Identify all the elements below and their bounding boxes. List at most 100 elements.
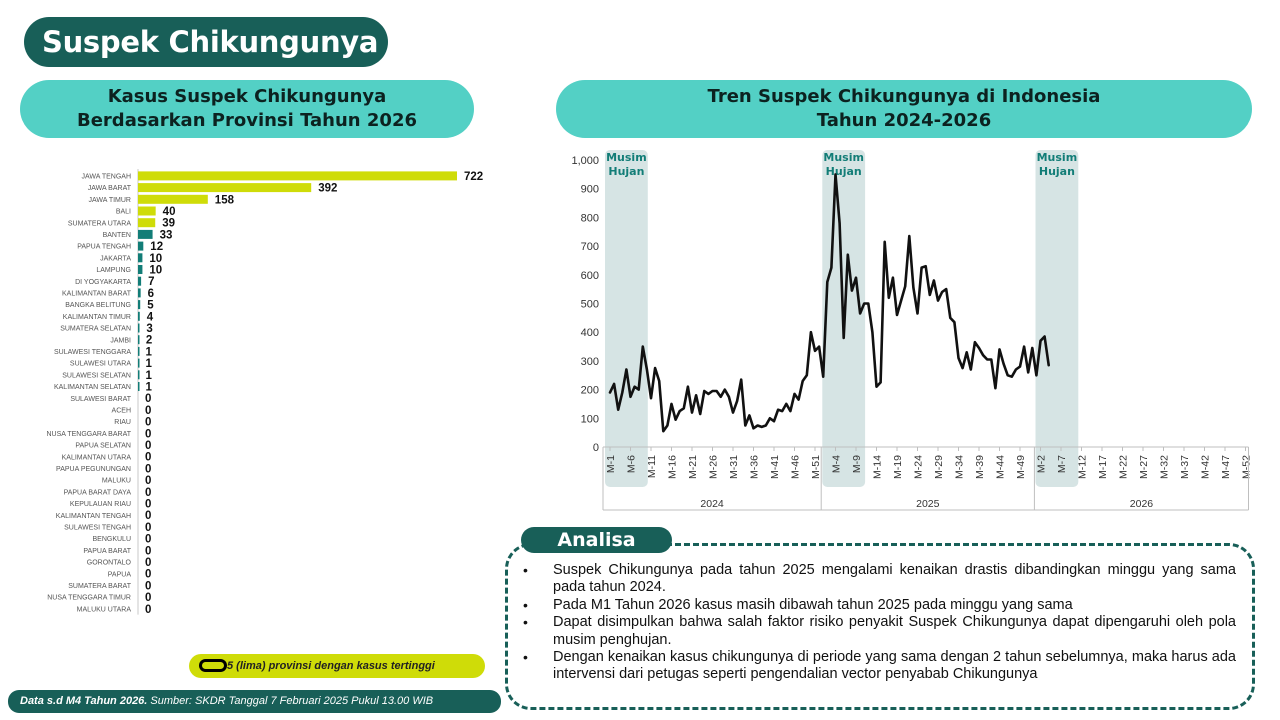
province-bar	[138, 229, 153, 239]
x-tick-label: M-11	[646, 455, 658, 478]
analysis-item: Pada M1 Tahun 2026 kasus masih dibawah t…	[522, 597, 1236, 615]
bar-value-label: 0	[145, 428, 151, 440]
y-tick-label: 800	[581, 212, 599, 224]
x-tick-label: M-1	[605, 455, 617, 473]
province-label: DI YOGYAKARTA	[75, 279, 131, 286]
bar-value-label: 5	[147, 300, 154, 312]
bar-value-label: 0	[145, 393, 151, 405]
province-bar	[138, 218, 156, 228]
bar-value-label: 40	[163, 206, 176, 218]
x-tick-label: M-51	[810, 455, 822, 479]
province-bar	[138, 358, 140, 368]
province-label: JAWA TENGAH	[81, 173, 131, 180]
y-tick-label: 600	[581, 270, 599, 282]
x-tick-label: M-49	[1015, 455, 1027, 479]
footer-source-note: Data s.d M4 Tahun 2026. Sumber: SKDR Tan…	[8, 690, 501, 713]
province-label: SUMATERA BARAT	[68, 583, 131, 590]
bar-value-label: 392	[318, 183, 337, 195]
province-label: KALIMANTAN UTARA	[62, 454, 132, 461]
bar-value-label: 0	[145, 604, 151, 616]
page-title: Suspek Chikungunya	[24, 17, 388, 67]
province-label: BALI	[116, 209, 131, 216]
x-tick-label: M-19	[892, 455, 904, 479]
province-bar	[138, 382, 140, 391]
rain-band-label: Musim	[606, 151, 647, 164]
bar-value-label: 0	[145, 498, 151, 510]
bar-value-label: 0	[145, 580, 151, 592]
x-tick-label: M-41	[769, 455, 781, 479]
bar-value-label: 3	[146, 323, 152, 335]
province-bar	[138, 206, 156, 216]
bar-value-label: 1	[145, 370, 152, 382]
province-label: KALIMANTAN TIMUR	[63, 314, 131, 321]
province-bar	[138, 241, 144, 251]
x-tick-label: M-26	[708, 455, 720, 479]
province-bar	[138, 265, 143, 274]
province-bar	[138, 288, 141, 298]
bar-value-label: 0	[145, 510, 151, 522]
bar-value-label: 0	[145, 592, 151, 604]
bar-value-label: 0	[145, 569, 151, 581]
y-tick-label: 900	[581, 184, 599, 196]
bar-value-label: 2	[146, 335, 152, 347]
province-chart-title: Kasus Suspek Chikungunya Berdasarkan Pro…	[20, 80, 474, 138]
series-line	[608, 173, 1050, 433]
province-label: LAMPUNG	[96, 267, 131, 274]
x-tick-label: M-17	[1097, 455, 1109, 479]
trend-chart-title: Tren Suspek Chikungunya di Indonesia Tah…	[556, 80, 1252, 138]
province-label: SULAWESI TENGGARA	[54, 349, 131, 356]
x-tick-label: M-31	[728, 455, 740, 479]
bar-value-label: 722	[464, 171, 483, 183]
province-label: KEPULAUAN RIAU	[70, 501, 131, 508]
analysis-item: Dengan kenaikan kasus chikungunya di per…	[522, 649, 1236, 684]
province-label: JAWA TIMUR	[88, 197, 131, 204]
province-label: SULAWESI SELATAN	[62, 372, 131, 379]
trend-chart-title-line2: Tahun 2024-2026	[816, 110, 992, 131]
province-bar	[138, 311, 140, 321]
y-tick-label: 100	[581, 413, 599, 425]
x-tick-label: M-7	[1056, 455, 1068, 473]
x-tick-label: M-42	[1200, 455, 1212, 479]
province-label: SUMATERA SELATAN	[60, 326, 131, 333]
province-bar	[138, 253, 143, 263]
y-tick-label: 200	[581, 385, 599, 397]
province-label: KALIMANTAN BARAT	[62, 290, 132, 297]
y-tick-label: 0	[593, 442, 599, 454]
province-bar	[138, 171, 457, 181]
bar-value-label: 10	[149, 253, 162, 265]
bar-value-label: 0	[145, 452, 151, 464]
x-tick-label: M-44	[995, 455, 1007, 479]
rain-band-label: Musim	[1037, 151, 1078, 164]
province-label: NUSA TENGGARA TIMUR	[47, 595, 131, 602]
province-label: JAKARTA	[100, 255, 131, 262]
bar-value-label: 10	[149, 264, 162, 276]
rain-band-label: Musim	[823, 151, 864, 164]
rain-season-band	[1035, 150, 1079, 487]
province-bar	[138, 370, 140, 380]
province-label: SUMATERA UTARA	[68, 220, 131, 227]
province-label: ACEH	[112, 407, 131, 414]
x-tick-label: M-24	[913, 455, 925, 479]
x-tick-label: M-2	[1036, 455, 1048, 473]
x-tick-label: M-29	[933, 455, 945, 479]
province-label: PAPUA BARAT	[83, 548, 131, 555]
rain-band-label: Hujan	[826, 165, 862, 178]
province-label: KALIMANTAN TENGAH	[56, 513, 131, 520]
x-tick-label: M-16	[667, 455, 679, 479]
province-label: JAWA BARAT	[88, 185, 132, 192]
rain-season-band	[605, 150, 648, 487]
footer-source: Sumber: SKDR Tanggal 7 Februari 2025 Puk…	[147, 695, 434, 707]
province-label: MALUKU UTARA	[77, 606, 132, 613]
bar-value-label: 0	[145, 534, 151, 546]
x-tick-label: M-34	[954, 455, 966, 479]
bar-value-label: 0	[145, 417, 151, 429]
x-tick-label: M-22	[1118, 455, 1130, 479]
year-label: 2025	[916, 498, 940, 510]
top5-legend-note: 5 (lima) provinsi dengan kasus tertinggi	[189, 654, 485, 678]
province-bar	[138, 183, 312, 193]
y-tick-label: 400	[581, 327, 599, 339]
bar-value-label: 33	[160, 229, 173, 241]
rain-band-label: Hujan	[608, 165, 644, 178]
province-label: PAPUA PEGUNUNGAN	[56, 466, 131, 473]
